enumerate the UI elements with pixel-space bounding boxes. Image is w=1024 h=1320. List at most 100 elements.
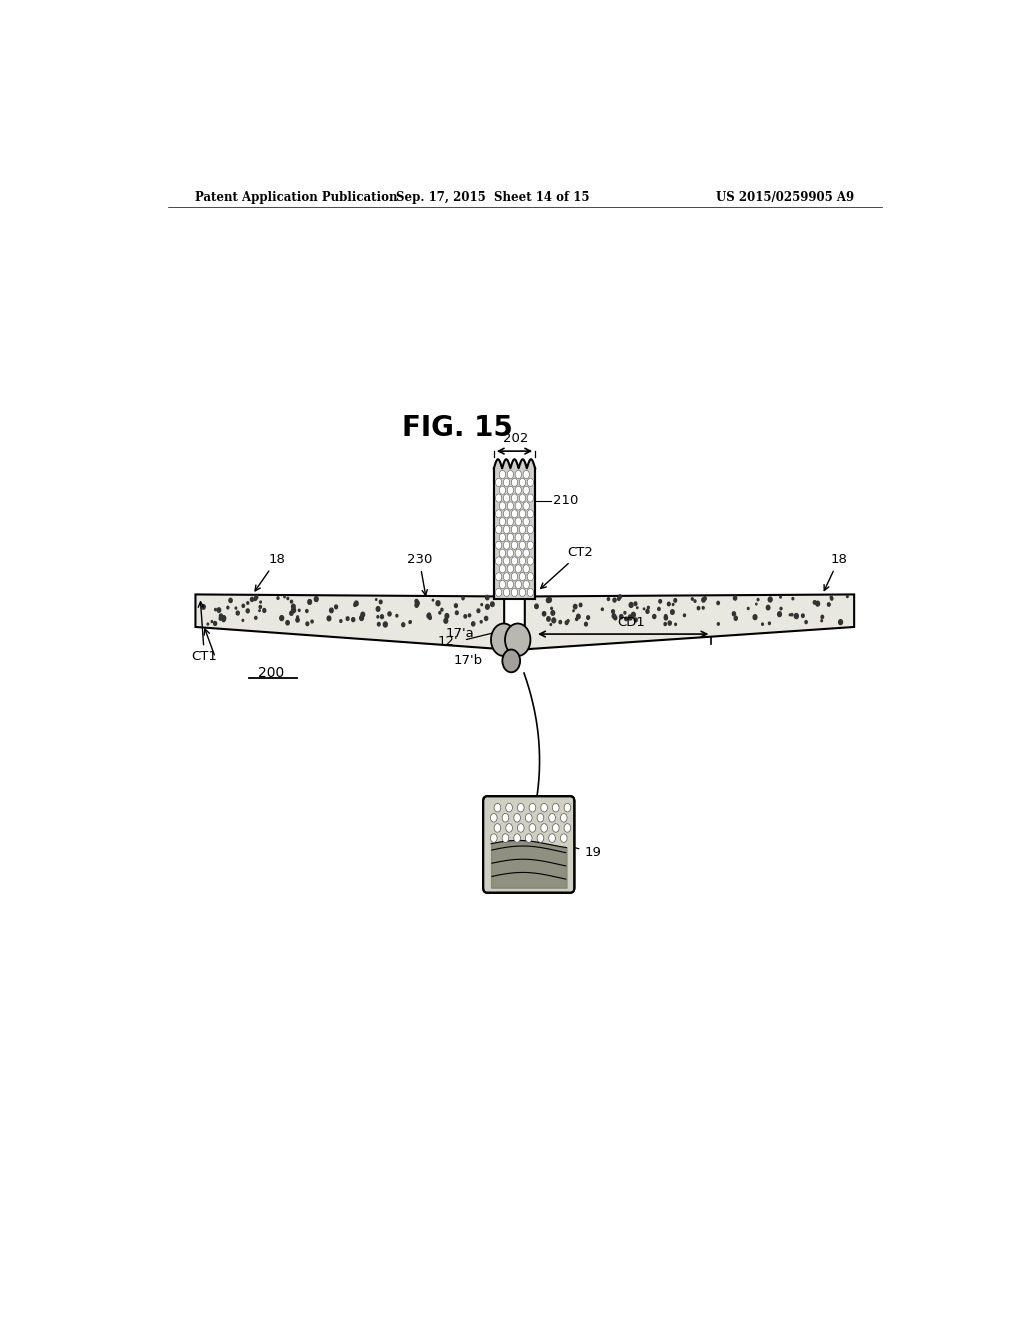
Polygon shape <box>524 594 854 649</box>
Circle shape <box>527 494 534 502</box>
Circle shape <box>541 824 548 832</box>
Circle shape <box>247 602 249 605</box>
Circle shape <box>500 581 506 589</box>
Circle shape <box>286 620 289 624</box>
Circle shape <box>207 623 209 624</box>
Circle shape <box>575 618 578 620</box>
Circle shape <box>585 622 588 626</box>
Circle shape <box>795 614 799 619</box>
Circle shape <box>552 618 556 623</box>
Circle shape <box>263 609 266 612</box>
Circle shape <box>665 615 668 620</box>
Circle shape <box>573 605 577 609</box>
Text: CT2: CT2 <box>541 546 594 589</box>
Circle shape <box>514 813 520 822</box>
Circle shape <box>500 533 506 541</box>
Circle shape <box>527 573 534 581</box>
Circle shape <box>381 615 383 619</box>
Circle shape <box>287 598 289 599</box>
Circle shape <box>768 597 772 602</box>
Circle shape <box>511 510 518 517</box>
Circle shape <box>490 834 497 842</box>
Circle shape <box>456 611 458 615</box>
Circle shape <box>284 597 285 598</box>
Text: 17'b: 17'b <box>454 653 482 667</box>
Circle shape <box>409 622 411 623</box>
Circle shape <box>647 606 649 609</box>
Circle shape <box>215 609 216 611</box>
Circle shape <box>217 607 220 612</box>
Circle shape <box>538 813 544 822</box>
Circle shape <box>292 605 295 609</box>
Circle shape <box>523 549 529 557</box>
Circle shape <box>504 557 510 565</box>
Circle shape <box>432 599 433 601</box>
Circle shape <box>511 525 518 533</box>
Circle shape <box>506 804 512 812</box>
Circle shape <box>511 494 518 502</box>
Circle shape <box>255 616 257 619</box>
Circle shape <box>376 599 377 601</box>
Circle shape <box>260 601 261 603</box>
Circle shape <box>519 541 525 549</box>
Circle shape <box>280 615 284 620</box>
Circle shape <box>401 623 404 627</box>
Circle shape <box>202 605 205 610</box>
Circle shape <box>821 615 823 619</box>
Circle shape <box>527 525 534 533</box>
Circle shape <box>507 470 513 479</box>
Circle shape <box>658 599 662 603</box>
Circle shape <box>507 517 513 525</box>
Circle shape <box>507 502 513 510</box>
Circle shape <box>523 581 529 589</box>
Circle shape <box>416 601 419 606</box>
Circle shape <box>455 603 458 607</box>
Circle shape <box>439 611 440 614</box>
Circle shape <box>754 615 757 619</box>
Circle shape <box>766 606 770 610</box>
Circle shape <box>703 597 706 599</box>
Circle shape <box>314 597 318 602</box>
Circle shape <box>511 589 518 597</box>
Circle shape <box>377 615 379 618</box>
Circle shape <box>500 470 506 479</box>
Circle shape <box>278 597 279 599</box>
Circle shape <box>612 614 615 618</box>
Circle shape <box>504 541 510 549</box>
Circle shape <box>503 649 520 672</box>
Circle shape <box>259 610 260 611</box>
Circle shape <box>496 589 502 597</box>
Circle shape <box>219 616 222 620</box>
Circle shape <box>292 607 296 612</box>
Circle shape <box>481 603 482 606</box>
Circle shape <box>496 510 502 517</box>
Circle shape <box>495 804 501 812</box>
Circle shape <box>538 834 544 842</box>
Circle shape <box>388 612 391 616</box>
Circle shape <box>237 611 240 615</box>
Circle shape <box>634 618 637 622</box>
Circle shape <box>505 623 530 656</box>
Polygon shape <box>196 594 504 649</box>
Circle shape <box>346 616 349 620</box>
Circle shape <box>504 589 510 597</box>
Circle shape <box>683 614 685 616</box>
Text: 202: 202 <box>504 432 528 445</box>
Circle shape <box>813 601 816 605</box>
Circle shape <box>519 525 525 533</box>
Circle shape <box>376 607 380 611</box>
Circle shape <box>519 557 525 565</box>
Circle shape <box>632 612 635 618</box>
Circle shape <box>625 618 628 620</box>
Circle shape <box>306 610 308 612</box>
Circle shape <box>762 623 764 626</box>
Circle shape <box>298 610 300 611</box>
Circle shape <box>560 834 567 842</box>
Circle shape <box>664 623 667 626</box>
Circle shape <box>490 602 495 606</box>
Circle shape <box>379 601 382 603</box>
Circle shape <box>308 599 311 605</box>
Circle shape <box>251 598 254 602</box>
Circle shape <box>444 618 447 623</box>
Circle shape <box>496 557 502 565</box>
